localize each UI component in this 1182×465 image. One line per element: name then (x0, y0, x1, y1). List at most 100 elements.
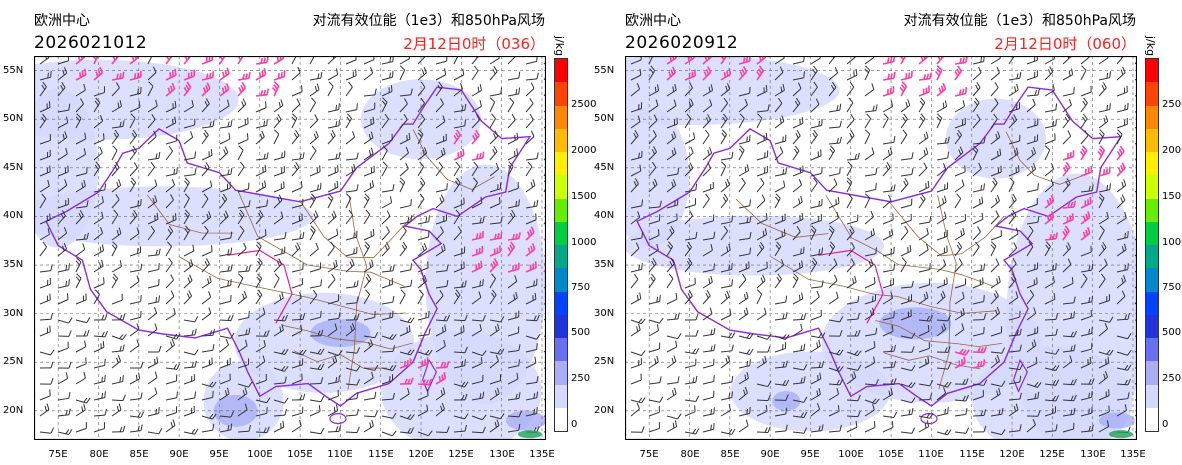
wind-barb (720, 178, 730, 193)
wind-barb (738, 134, 751, 145)
wind-barb (972, 113, 981, 129)
wind-barb (507, 372, 519, 385)
wind-barb (720, 161, 727, 177)
wind-barb (756, 380, 772, 388)
wind-barb (345, 258, 355, 273)
wind-barb (417, 193, 425, 209)
wind-barb (666, 340, 678, 353)
wind-barb (219, 357, 231, 369)
wind-barb (1097, 145, 1106, 161)
wind-barb (648, 317, 664, 324)
wind-barb (237, 81, 247, 97)
wind-barb (255, 339, 266, 353)
wind-barb (792, 145, 800, 161)
wind-barb (1008, 273, 1017, 289)
wind-barb (93, 422, 105, 433)
wind-barb (756, 405, 768, 417)
wind-barb (1062, 113, 1071, 129)
wind-barb (990, 275, 1001, 289)
wind-barb (900, 70, 913, 81)
wind-barb (417, 310, 430, 321)
wind-barb (435, 426, 450, 433)
wind-barb (147, 263, 160, 273)
plateau-line (818, 249, 884, 324)
wind-barb (417, 215, 430, 225)
center-name: 欧洲中心 (34, 13, 90, 29)
wind-barb (900, 332, 916, 339)
wind-barb (738, 407, 751, 417)
wind-barb (111, 82, 120, 97)
wind-barb (453, 393, 468, 401)
wind-barb (345, 347, 361, 354)
wind-barb (507, 56, 517, 65)
wind-barb (990, 380, 1006, 387)
wind-barb (702, 344, 716, 353)
wind-barb (1008, 102, 1021, 113)
wind-barb (738, 232, 752, 241)
wind-barb (93, 196, 104, 209)
wind-barb (648, 243, 659, 257)
lon-label: 105E (878, 449, 904, 460)
wind-barb (183, 193, 190, 209)
wind-barb (255, 164, 267, 177)
wind-barb (846, 56, 856, 65)
wind-barb (720, 355, 731, 369)
wind-barb (417, 430, 433, 437)
wind-barb (147, 407, 160, 417)
wind-barb (828, 388, 839, 401)
wind-barb (918, 342, 930, 353)
wind-barb (489, 354, 499, 369)
wind-barb (756, 177, 765, 193)
wind-barb (273, 323, 284, 337)
wind-barb (201, 307, 212, 321)
wind-barb (435, 68, 447, 81)
wind-barb (345, 113, 353, 129)
wind-barb (684, 347, 700, 355)
wind-barb (435, 314, 450, 322)
wind-barb (237, 425, 252, 433)
wind-barb (111, 334, 127, 341)
province-border (937, 195, 957, 390)
wind-barb (792, 117, 804, 129)
wind-barb (666, 258, 675, 273)
cape-high-area (1108, 430, 1133, 439)
wind-barb (489, 113, 497, 129)
wind-barb (738, 145, 745, 161)
map-title: 对流有效位能（1e3）和850hPa风场 (312, 13, 545, 29)
wind-barb (738, 86, 751, 97)
wind-barb (1044, 133, 1056, 145)
wind-barb (648, 65, 656, 81)
wind-barb (774, 180, 786, 193)
wind-barb (972, 425, 987, 433)
wind-barb (882, 344, 897, 353)
wind-barb (417, 129, 424, 145)
wind-barb (990, 229, 1002, 241)
wind-barb (183, 316, 199, 323)
wind-barb (1098, 316, 1114, 323)
wind-barb (847, 329, 861, 337)
wind-barb (1026, 134, 1039, 145)
wind-barb (936, 182, 949, 193)
wind-barb (1062, 213, 1074, 225)
wind-barb (684, 358, 697, 369)
wind-barb (363, 102, 376, 113)
colorbar-step (1146, 291, 1158, 315)
wind-barb (93, 66, 104, 81)
wind-barb (1044, 424, 1058, 433)
wind-barb (1008, 257, 1017, 273)
lon-label: 100E (838, 449, 864, 460)
cape-wind-map[interactable] (625, 56, 1137, 440)
wind-barb (684, 257, 693, 273)
wind-barb (1008, 403, 1019, 417)
wind-barb (129, 361, 144, 369)
wind-barb (237, 358, 250, 369)
wind-barb (345, 313, 360, 321)
wind-barb (882, 113, 889, 129)
wind-barb (165, 274, 175, 289)
wind-barb (237, 98, 247, 113)
cape-wind-map[interactable] (34, 56, 546, 440)
wind-barb (666, 167, 680, 177)
wind-barb (345, 209, 354, 225)
wind-barb (1080, 211, 1091, 225)
wind-barb (435, 243, 446, 257)
